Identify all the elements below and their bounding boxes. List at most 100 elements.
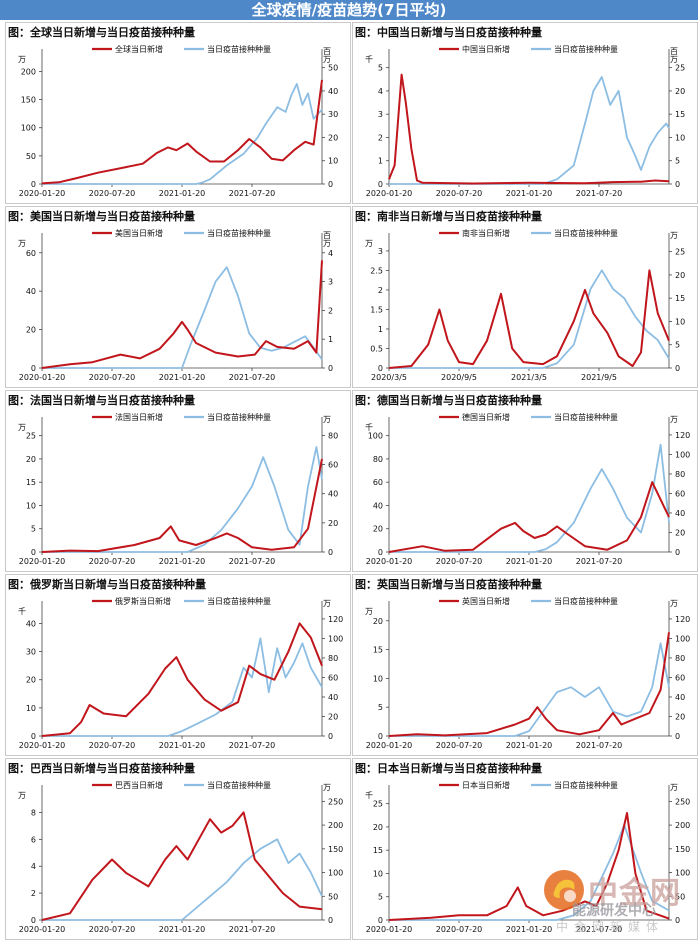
y-tick-label-left: 0.5 <box>370 344 383 353</box>
y-unit-right: 万 <box>670 415 679 424</box>
y-tick-label-left: 5 <box>378 703 383 712</box>
y-tick-label-left: 10 <box>26 501 36 510</box>
y-tick-label-right: 0 <box>328 916 333 925</box>
series-line-vaccine <box>389 269 670 369</box>
y-unit-left: 万 <box>18 423 27 432</box>
series-line-vaccine <box>42 838 323 921</box>
series-line-vaccine <box>42 266 323 369</box>
y-tick-label-left: 20 <box>26 326 36 335</box>
y-tick-label-right: 20 <box>328 133 338 142</box>
y-tick-label-right: 0 <box>328 732 333 741</box>
series-line-cases <box>388 269 670 369</box>
y-unit-left: 千 <box>365 422 374 432</box>
y-tick-label-right: 2 <box>328 306 333 315</box>
legend-label: 中国当日新增 <box>462 44 510 54</box>
watermark-subtitle-2: 中金网新媒体 <box>556 920 665 934</box>
y-tick-label-right: 4 <box>328 249 333 258</box>
y-tick-label-right: 40 <box>328 693 338 702</box>
y-unit-right: 百万 <box>670 47 679 64</box>
x-tick-label: 2021-01-20 <box>159 741 206 750</box>
x-tick-label: 2021-01-20 <box>506 189 553 198</box>
y-tick-label-right: 80 <box>675 470 685 479</box>
y-tick-label-left: 30 <box>26 648 36 657</box>
y-tick-label-right: 50 <box>675 892 685 901</box>
x-tick-label: 2020-01-20 <box>366 557 413 566</box>
y-tick-label-right: 120 <box>328 615 343 624</box>
chart-title: 图：南非当日新增与当日疫苗接种种量 <box>355 210 542 223</box>
x-tick-label: 2021-07-20 <box>576 925 623 934</box>
chart-panel: 图：中国当日新增与当日疫苗接种种量 0 1 2 3 4 5 0 5 10 15 20 25 千 百万 2020… <box>352 22 698 204</box>
y-unit-right: 万 <box>670 783 679 792</box>
y-tick-label-right: 200 <box>675 821 690 830</box>
y-tick-label-right: 10 <box>675 133 685 142</box>
y-tick-label-right: 25 <box>675 64 685 73</box>
y-tick-label-left: 0 <box>378 916 383 925</box>
y-tick-label-left: 2 <box>378 133 383 142</box>
legend-label: 当日疫苗接种种量 <box>207 412 271 422</box>
legend-label: 当日疫苗接种种量 <box>207 228 271 238</box>
x-tick-label: 2020-07-20 <box>436 557 483 566</box>
y-tick-label-left: 20 <box>26 455 36 464</box>
chart-panel: 图：英国当日新增与当日疫苗接种种量 0 5 10 15 20 0 20 40 60 80 100 120… <box>352 574 698 756</box>
y-tick-label-left: 2.5 <box>370 266 383 275</box>
y-tick-label-right: 0 <box>675 180 680 189</box>
x-tick-label: 2020-07-20 <box>436 741 483 750</box>
y-tick-label-right: 20 <box>328 519 338 528</box>
y-tick-label-right: 80 <box>675 654 685 663</box>
y-unit-left: 万 <box>18 55 27 64</box>
x-tick-label: 2020-07-20 <box>436 189 483 198</box>
x-tick-label: 2021-07-20 <box>576 557 623 566</box>
y-tick-label-left: 0 <box>31 180 36 189</box>
y-tick-label-left: 0 <box>31 548 36 557</box>
legend-label: 全球当日新增 <box>115 44 163 54</box>
chart-title: 图：美国当日新增与当日疫苗接种种量 <box>8 210 195 223</box>
chart-title: 图：英国当日新增与当日疫苗接种种量 <box>355 578 542 591</box>
x-tick-label: 2021-07-20 <box>576 189 623 198</box>
y-tick-label-left: 2 <box>378 286 383 295</box>
y-tick-label-right: 40 <box>328 87 338 96</box>
x-tick-label: 2021-01-20 <box>159 189 206 198</box>
y-tick-label-left: 2 <box>31 889 36 898</box>
chart-panel: 图：美国当日新增与当日疫苗接种种量 0 20 40 60 0 1 2 3 4 万 百万 2020-01-… <box>5 206 351 388</box>
y-tick-label-right: 15 <box>675 110 685 119</box>
y-tick-label-right: 100 <box>675 634 690 643</box>
y-tick-label-right: 100 <box>328 869 343 878</box>
y-tick-label-right: 30 <box>328 110 338 119</box>
y-tick-label-right: 1 <box>328 335 333 344</box>
x-tick-label: 2020-01-20 <box>366 925 413 934</box>
x-tick-label: 2021-07-20 <box>576 741 623 750</box>
y-unit-right: 百万 <box>323 47 332 64</box>
y-unit-left: 万 <box>365 239 374 248</box>
y-tick-label-left: 1.5 <box>370 305 383 314</box>
legend-label: 法国当日新增 <box>115 412 163 422</box>
series-line-cases <box>388 632 670 737</box>
x-tick-label: 2020-01-20 <box>19 373 66 382</box>
y-tick-label-left: 50 <box>26 152 36 161</box>
x-tick-label: 2020-07-20 <box>89 557 136 566</box>
y-unit-right: 万 <box>323 783 332 792</box>
chart-plot: 0 20 40 60 80 100 0 20 40 60 80 100 120 千 万 2020-01-20 2… <box>365 412 691 566</box>
series-line-cases <box>388 481 670 553</box>
x-tick-label: 2021-07-20 <box>229 741 276 750</box>
series-line-vaccine <box>389 824 670 921</box>
series-line-cases <box>41 622 323 737</box>
chart-panel: 图：德国当日新增与当日疫苗接种种量 0 20 40 60 80 100 0 20 40 60 80 10… <box>352 390 698 572</box>
y-tick-label-right: 200 <box>328 821 343 830</box>
y-unit-left: 万 <box>18 791 27 800</box>
chart-title: 图：全球当日新增与当日疫苗接种种量 <box>8 26 195 39</box>
series-line-cases <box>41 260 323 369</box>
x-tick-label: 2020-07-20 <box>89 189 136 198</box>
legend-label: 当日疫苗接种种量 <box>207 596 271 606</box>
y-unit-right: 万 <box>670 599 679 608</box>
watermark-text: 中金网 <box>588 876 681 911</box>
chart-title: 图：法国当日新增与当日疫苗接种种量 <box>8 394 195 407</box>
y-tick-label-left: 80 <box>373 455 383 464</box>
y-tick-label-right: 60 <box>675 489 685 498</box>
y-tick-label-left: 5 <box>378 893 383 902</box>
y-tick-label-right: 0 <box>328 364 333 373</box>
y-tick-label-left: 8 <box>31 808 36 817</box>
x-tick-label: 2020-01-20 <box>19 557 66 566</box>
y-tick-label-left: 1 <box>378 325 383 334</box>
x-tick-label: 2021-01-20 <box>506 557 553 566</box>
